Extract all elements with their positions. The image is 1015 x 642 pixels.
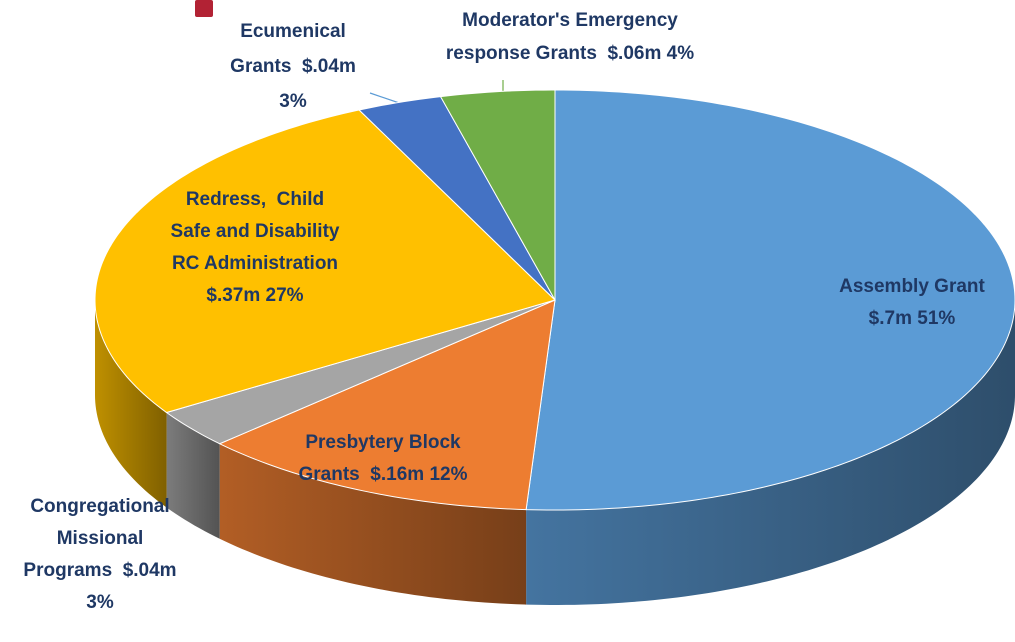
slice-side	[166, 412, 220, 539]
slice-side	[219, 443, 527, 605]
slice-label: Congregational Missional Programs $.04m …	[23, 496, 177, 613]
slice	[165, 299, 556, 445]
slice	[358, 96, 556, 301]
slice-side	[526, 300, 1015, 605]
slice-label: Moderator's Emergency response Grants $.…	[445, 10, 695, 64]
slice-label: Assembly Grant $.7m 51%	[839, 276, 985, 329]
slice	[94, 109, 556, 414]
slice-side	[95, 300, 167, 508]
logo-corner	[195, 0, 213, 17]
slice-label: Redress, Child Safe and Disability RC Ad…	[170, 189, 340, 306]
slice	[218, 299, 556, 511]
slice-label: Ecumenical Grants $.04m 3%	[230, 21, 356, 112]
slice	[439, 89, 556, 302]
slice-label: Presbytery Block Grants $.16m 12%	[298, 432, 468, 485]
